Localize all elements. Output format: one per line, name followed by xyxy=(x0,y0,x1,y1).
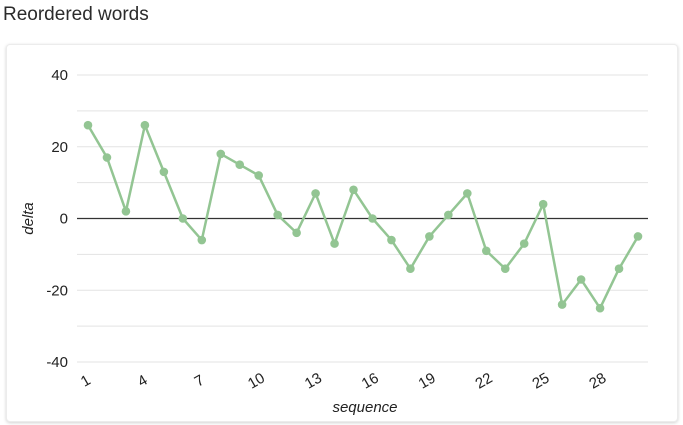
data-point xyxy=(500,264,510,274)
data-point xyxy=(178,214,188,223)
data-point xyxy=(595,303,605,313)
data-point xyxy=(159,167,169,177)
data-point xyxy=(349,185,358,195)
data-point xyxy=(614,264,624,274)
x-tick-label: 4 xyxy=(135,372,151,391)
data-point xyxy=(444,210,453,220)
data-point xyxy=(633,232,643,241)
data-point xyxy=(254,171,263,180)
chart-page-title: Reordered words xyxy=(3,4,149,25)
data-point xyxy=(121,207,131,216)
x-tick-label: 10 xyxy=(245,370,268,393)
y-axis-ticks: 40 20 0 -20 -40 xyxy=(46,67,68,371)
data-point xyxy=(406,264,415,274)
y-tick-label: 20 xyxy=(51,139,68,156)
data-point xyxy=(140,120,150,130)
data-point xyxy=(576,275,586,284)
y-tick-label: -40 xyxy=(46,354,68,371)
x-axis-ticks: 1 4 7 10 13 16 19 22 25 28 xyxy=(78,370,609,393)
x-tick-label: 16 xyxy=(359,370,382,393)
data-point xyxy=(197,235,207,245)
data-point xyxy=(538,199,548,209)
data-point xyxy=(481,246,491,256)
x-tick-label: 7 xyxy=(192,372,208,391)
chart-card xyxy=(6,44,678,422)
data-point xyxy=(387,235,396,245)
y-tick-label: 0 xyxy=(60,211,68,228)
y-tick-label: 40 xyxy=(51,67,68,84)
x-tick-label: 22 xyxy=(473,370,496,393)
data-point xyxy=(273,210,282,220)
data-point xyxy=(216,149,226,159)
x-tick-label: 25 xyxy=(529,370,552,393)
y-axis-title: delta xyxy=(20,202,37,235)
data-point xyxy=(425,232,434,241)
data-point xyxy=(292,228,301,238)
x-tick-label: 1 xyxy=(78,372,94,391)
x-axis-title: sequence xyxy=(332,399,397,416)
data-point xyxy=(235,160,245,169)
data-point xyxy=(102,153,112,162)
data-point xyxy=(463,189,472,198)
series-layer xyxy=(83,120,643,313)
y-tick-label: -20 xyxy=(46,282,68,299)
data-point xyxy=(311,189,320,198)
x-tick-label: 28 xyxy=(586,370,609,393)
data-point xyxy=(368,214,377,223)
x-tick-label: 19 xyxy=(416,370,439,393)
data-point xyxy=(519,239,529,248)
data-point xyxy=(330,239,339,248)
data-point xyxy=(83,120,93,130)
data-point xyxy=(557,300,567,309)
series-line xyxy=(86,123,640,310)
x-tick-label: 13 xyxy=(302,370,325,393)
